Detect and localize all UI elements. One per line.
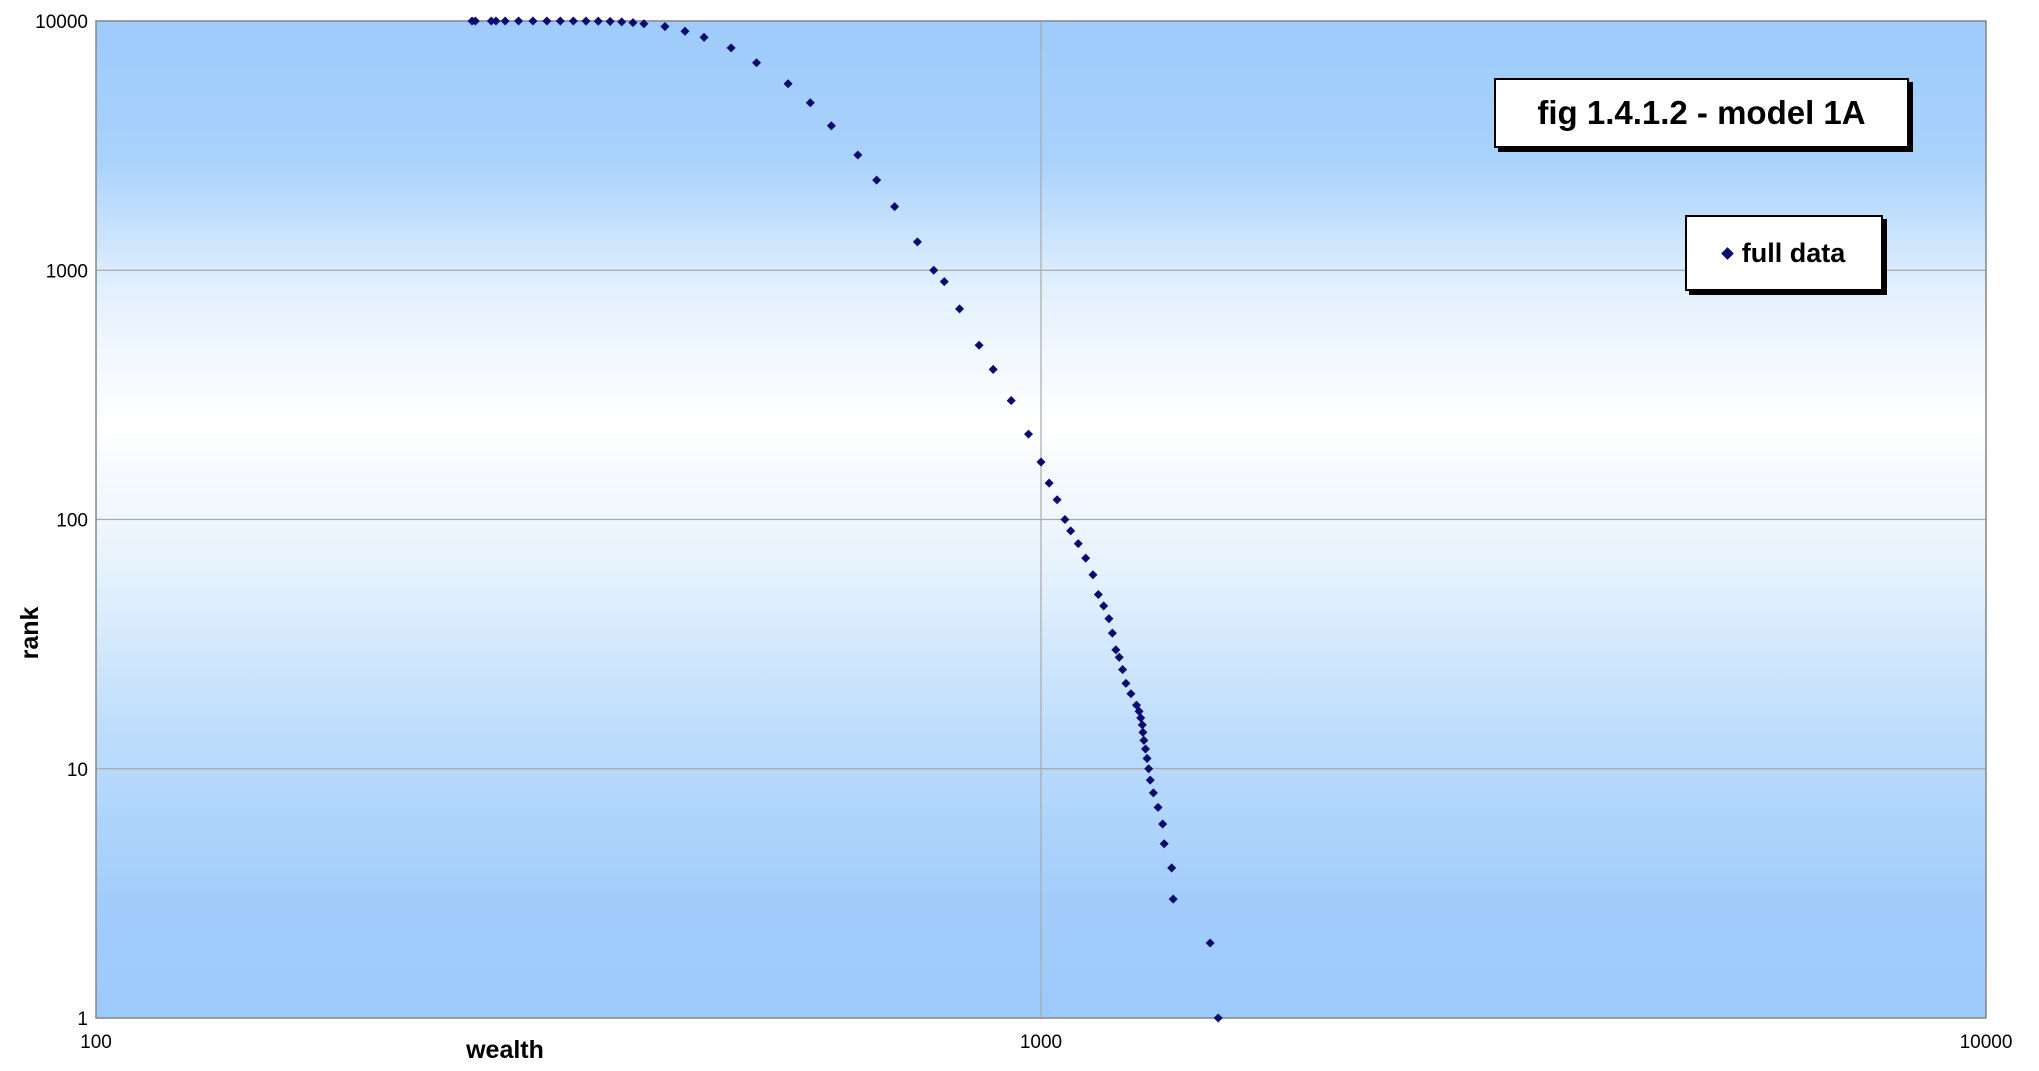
- data-point: [1104, 614, 1114, 624]
- data-point: [1126, 689, 1136, 699]
- data-point: [1081, 553, 1091, 563]
- legend-label: full data: [1741, 237, 1846, 268]
- data-point: [1158, 819, 1168, 829]
- data-point: [1093, 590, 1103, 600]
- data-point: [568, 16, 578, 26]
- data-point: [1145, 775, 1155, 785]
- data-point: [1168, 894, 1178, 904]
- data-point: [1121, 678, 1131, 688]
- y-tick-label: 100: [56, 511, 88, 532]
- data-point: [1148, 788, 1158, 798]
- legend-marker-icon: [1720, 246, 1734, 260]
- data-point: [1131, 700, 1142, 710]
- y-tick-label: 10000: [35, 12, 88, 33]
- data-point: [1159, 839, 1169, 849]
- x-tick-label: 100: [80, 1032, 112, 1053]
- data-point: [1073, 539, 1083, 549]
- data-point: [826, 121, 836, 131]
- data-point: [974, 340, 984, 350]
- data-point: [1107, 628, 1117, 638]
- data-point: [1099, 601, 1109, 611]
- y-tick-label: 1: [77, 1009, 88, 1030]
- y-axis-ticks: 1 10 100 1000 10000: [35, 12, 88, 1030]
- data-point: [1066, 526, 1076, 536]
- data-point: [1088, 570, 1098, 580]
- data-point: [1060, 514, 1070, 525]
- y-tick-label: 1000: [46, 261, 88, 282]
- x-axis-ticks: 100 1000 10000: [80, 1032, 2012, 1053]
- data-point: [726, 43, 736, 53]
- data-point: [1142, 753, 1152, 763]
- data-point: [1006, 396, 1016, 406]
- data-point: [1213, 1013, 1223, 1023]
- data-point: [1144, 764, 1154, 774]
- data-point: [1205, 938, 1215, 948]
- chart-title-box: fig 1.4.1.2 - model 1A: [1494, 78, 1909, 148]
- data-point: [1118, 665, 1128, 675]
- data-point: [1136, 713, 1146, 723]
- data-point: [912, 237, 922, 247]
- data-point: [1111, 645, 1121, 655]
- data-point: [1137, 720, 1147, 730]
- data-point: [1139, 735, 1149, 745]
- legend: full data: [1685, 215, 1883, 291]
- data-point: [1153, 802, 1163, 812]
- data-point: [1140, 744, 1151, 754]
- data-point: [1167, 863, 1177, 873]
- x-tick-label: 1000: [1020, 1032, 1062, 1053]
- x-axis-title: wealth: [465, 1036, 544, 1064]
- chart-title: fig 1.4.1.2 - model 1A: [1537, 94, 1866, 131]
- x-tick-label: 10000: [1960, 1032, 2013, 1053]
- data-point: [1114, 652, 1124, 662]
- plot-border: [95, 20, 1987, 1019]
- y-tick-label: 10: [67, 760, 88, 781]
- y-axis-title: rank: [16, 607, 44, 660]
- data-point: [1138, 727, 1148, 737]
